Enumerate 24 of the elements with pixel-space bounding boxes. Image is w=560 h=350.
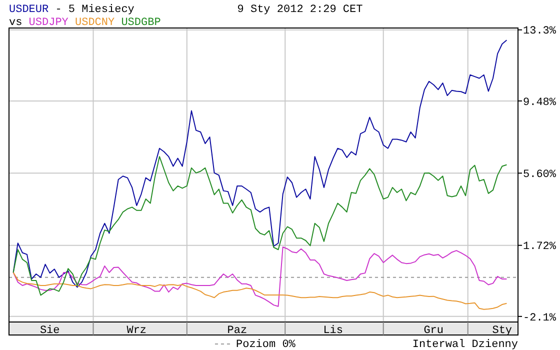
x-tick-label: Wrz xyxy=(126,325,147,337)
chart-subtitle: - 5 Miesiecy xyxy=(55,4,135,16)
text: USDJPY xyxy=(28,17,69,29)
line-series xyxy=(12,272,508,310)
y-tick-label: 9.48% xyxy=(523,96,556,109)
line-series xyxy=(12,40,508,288)
y-tick-label: -2.1% xyxy=(523,312,556,324)
x-tick-label: Sty xyxy=(492,325,512,337)
x-tick-label: Sie xyxy=(40,325,60,337)
text: USDGBP xyxy=(121,17,162,29)
y-tick-label: 1.72% xyxy=(523,241,556,254)
y-tick-label: 5.60% xyxy=(523,168,556,181)
text: Interwal Dzienny xyxy=(412,339,518,350)
line-series xyxy=(12,246,508,307)
y-tick-label: 13.3% xyxy=(523,26,556,38)
legend-label: Poziom 0% xyxy=(236,339,296,350)
chart-title: 9 Sty 2012 2:29 CET xyxy=(237,4,364,16)
line-series xyxy=(12,156,508,296)
x-tick-label: Lis xyxy=(323,325,344,337)
text: USDEUR xyxy=(9,4,50,16)
annotation: vs xyxy=(9,17,22,29)
x-tick-label: Paz xyxy=(227,325,248,337)
x-tick-label: Gru xyxy=(424,325,444,337)
text: USDCNY xyxy=(75,17,116,29)
